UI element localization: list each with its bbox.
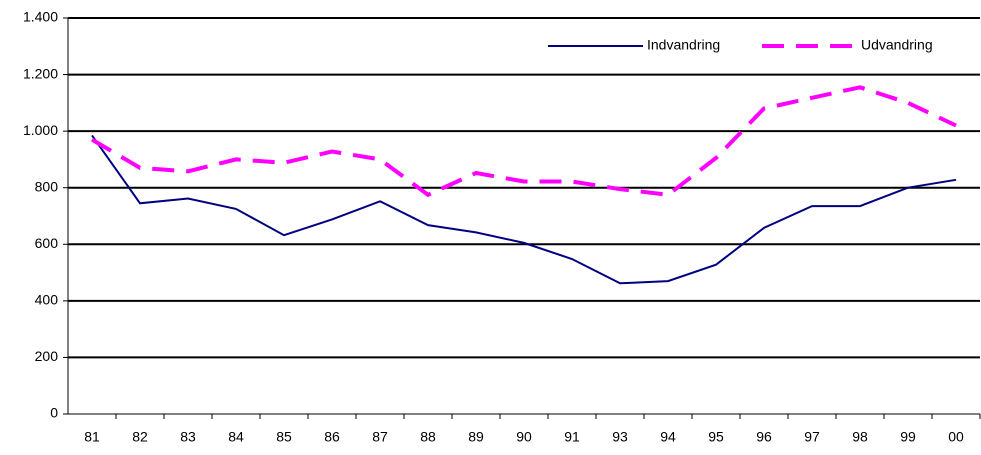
series-line [90,85,957,198]
x-tick-label: 88 [420,429,436,445]
x-tick-label: 90 [516,429,532,445]
x-tick-label: 99 [900,429,916,445]
x-tick-label: 85 [276,429,292,445]
x-tick-label: 96 [756,429,772,445]
x-tick-label: 87 [372,429,388,445]
y-tick-label: 600 [35,235,59,251]
x-tick-label: 83 [180,429,196,445]
x-tick-label: 82 [132,429,148,445]
x-tick-label: 95 [708,429,724,445]
y-tick-label: 1.000 [23,122,58,138]
series-line [91,134,957,285]
y-tick-label: 200 [35,348,59,364]
legend-label: Indvandring [647,37,720,53]
x-tick-label: 81 [84,429,100,445]
y-tick-label: 800 [35,178,59,194]
legend-label: Udvandring [861,37,933,53]
y-tick-label: 1.400 [23,9,58,25]
x-tick-label: 98 [852,429,868,445]
y-tick-label: 1.200 [23,65,58,81]
x-tick-label: 91 [564,429,580,445]
y-tick-label: 400 [35,292,59,308]
x-tick-label: 84 [228,429,244,445]
x-tick-label: 86 [324,429,340,445]
x-tick-label: 00 [948,429,964,445]
y-tick-label: 0 [50,405,58,421]
x-tick-label: 93 [612,429,628,445]
x-tick-label: 89 [468,429,484,445]
x-tick-label: 94 [660,429,676,445]
x-tick-label: 97 [804,429,820,445]
